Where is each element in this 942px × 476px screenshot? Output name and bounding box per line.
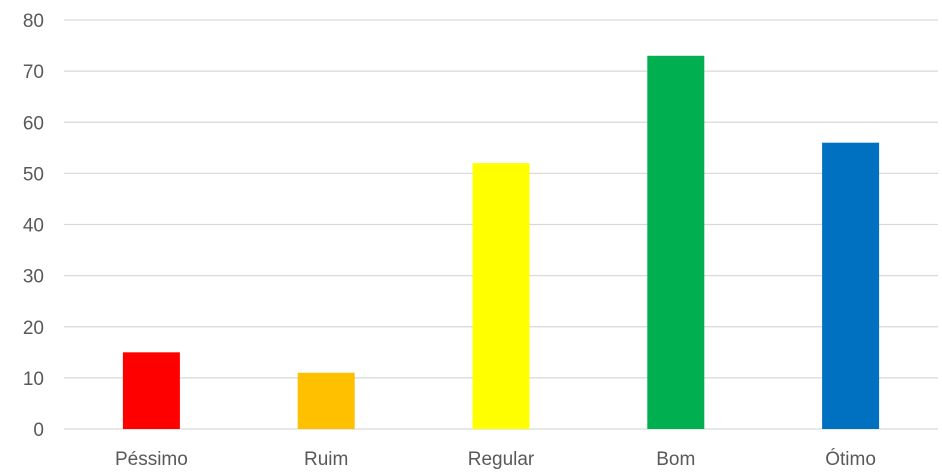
y-tick-label: 50 (23, 164, 44, 185)
y-tick-label: 70 (23, 62, 44, 83)
x-tick-label: Ruim (304, 449, 348, 470)
bar-3 (647, 55, 705, 429)
bar-1 (297, 372, 355, 429)
bars (122, 55, 880, 429)
y-tick-label: 10 (23, 369, 44, 390)
x-axis-tick-labels: Péssimo Ruim Regular Bom Ótimo (115, 448, 876, 470)
y-tick-label: 30 (23, 267, 44, 288)
x-tick-label: Bom (656, 449, 695, 470)
y-tick-label: 40 (23, 216, 44, 237)
bar-0 (122, 352, 180, 429)
y-axis-tick-labels: 0 10 20 30 40 50 60 70 80 (23, 11, 44, 441)
y-tick-label: 0 (33, 420, 44, 441)
bar-4 (822, 142, 880, 429)
x-tick-label: Ótimo (825, 448, 876, 470)
x-tick-label: Péssimo (115, 449, 188, 470)
x-tick-label: Regular (468, 449, 535, 470)
y-tick-label: 60 (23, 113, 44, 134)
bar-2 (472, 163, 530, 429)
y-tick-label: 80 (23, 11, 44, 32)
y-tick-label: 20 (23, 318, 44, 339)
